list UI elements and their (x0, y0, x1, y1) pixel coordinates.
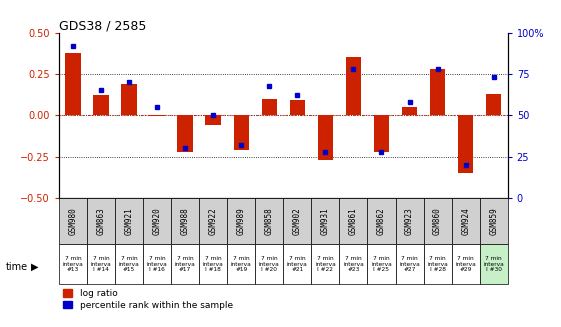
Text: time: time (6, 262, 27, 271)
Bar (233, 115, 249, 150)
Text: GSM902: GSM902 (293, 207, 302, 234)
Bar (452, 244, 480, 284)
Bar (458, 115, 473, 173)
Text: GSM921: GSM921 (125, 207, 134, 234)
Bar (227, 244, 255, 284)
Bar (115, 244, 143, 284)
Text: GSM860: GSM860 (433, 207, 442, 234)
Text: GSM924: GSM924 (461, 207, 470, 234)
Bar (339, 198, 367, 244)
Bar (177, 115, 193, 152)
Bar (289, 100, 305, 115)
Bar (199, 244, 227, 284)
Text: GSM863: GSM863 (96, 207, 105, 234)
Text: 7 min
interva
#19: 7 min interva #19 (231, 256, 251, 272)
Bar (227, 198, 255, 244)
Bar (367, 244, 396, 284)
Bar (255, 244, 283, 284)
Text: GSM861: GSM861 (349, 207, 358, 234)
Text: 7 min
interva
#23: 7 min interva #23 (343, 256, 364, 272)
Bar (311, 244, 339, 284)
Bar (171, 244, 199, 284)
Text: GDS38 / 2585: GDS38 / 2585 (59, 20, 146, 33)
Bar (171, 198, 199, 244)
Bar (430, 69, 445, 115)
Text: GSM980: GSM980 (68, 207, 77, 234)
Bar (367, 198, 396, 244)
Bar (480, 198, 508, 244)
Bar (59, 198, 87, 244)
Bar (255, 198, 283, 244)
Bar (59, 244, 87, 284)
Text: 7 min
interva
#21: 7 min interva #21 (287, 256, 307, 272)
Text: 7 min
interva
#29: 7 min interva #29 (456, 256, 476, 272)
Text: GSM931: GSM931 (321, 207, 330, 234)
Bar (339, 244, 367, 284)
Text: 7 min
interva
#17: 7 min interva #17 (175, 256, 195, 272)
Bar (199, 198, 227, 244)
Bar (318, 115, 333, 160)
Bar (205, 115, 221, 125)
Text: 7 min
interva
I #25: 7 min interva I #25 (371, 256, 392, 272)
Bar (87, 244, 115, 284)
Bar (261, 99, 277, 115)
Text: 7 min
interva
#27: 7 min interva #27 (399, 256, 420, 272)
Text: 7 min
interva
#13: 7 min interva #13 (63, 256, 83, 272)
Bar (149, 115, 165, 116)
Bar (424, 244, 452, 284)
Text: GSM859: GSM859 (489, 207, 498, 234)
Bar (311, 198, 339, 244)
Text: 7 min
interva
I #14: 7 min interva I #14 (91, 256, 111, 272)
Bar (93, 95, 109, 115)
Text: GSM988: GSM988 (181, 207, 190, 234)
Bar (87, 198, 115, 244)
Text: 7 min
interva
I #18: 7 min interva I #18 (203, 256, 223, 272)
Bar (396, 244, 424, 284)
Text: 7 min
interva
I #22: 7 min interva I #22 (315, 256, 335, 272)
Legend: log ratio, percentile rank within the sample: log ratio, percentile rank within the sa… (63, 289, 233, 310)
Bar (143, 198, 171, 244)
Bar (402, 107, 417, 115)
Bar (374, 115, 389, 152)
Text: GSM923: GSM923 (405, 207, 414, 234)
Bar (480, 244, 508, 284)
Text: GSM862: GSM862 (377, 207, 386, 234)
Bar (283, 244, 311, 284)
Bar (283, 198, 311, 244)
Text: 7 min
interva
I #20: 7 min interva I #20 (259, 256, 279, 272)
Text: GSM989: GSM989 (237, 207, 246, 234)
Text: 7 min
interva
#15: 7 min interva #15 (119, 256, 139, 272)
Bar (424, 198, 452, 244)
Bar (121, 84, 137, 115)
Text: GSM922: GSM922 (209, 207, 218, 234)
Text: ▶: ▶ (31, 262, 38, 271)
Bar (65, 53, 81, 115)
Bar (486, 94, 502, 115)
Text: GSM920: GSM920 (153, 207, 162, 234)
Text: 7 min
interva
I #30: 7 min interva I #30 (484, 256, 504, 272)
Text: GSM858: GSM858 (265, 207, 274, 234)
Text: 7 min
interva
I #16: 7 min interva I #16 (147, 256, 167, 272)
Bar (452, 198, 480, 244)
Bar (143, 244, 171, 284)
Bar (346, 58, 361, 115)
Bar (396, 198, 424, 244)
Text: 7 min
interva
I #28: 7 min interva I #28 (427, 256, 448, 272)
Bar (115, 198, 143, 244)
